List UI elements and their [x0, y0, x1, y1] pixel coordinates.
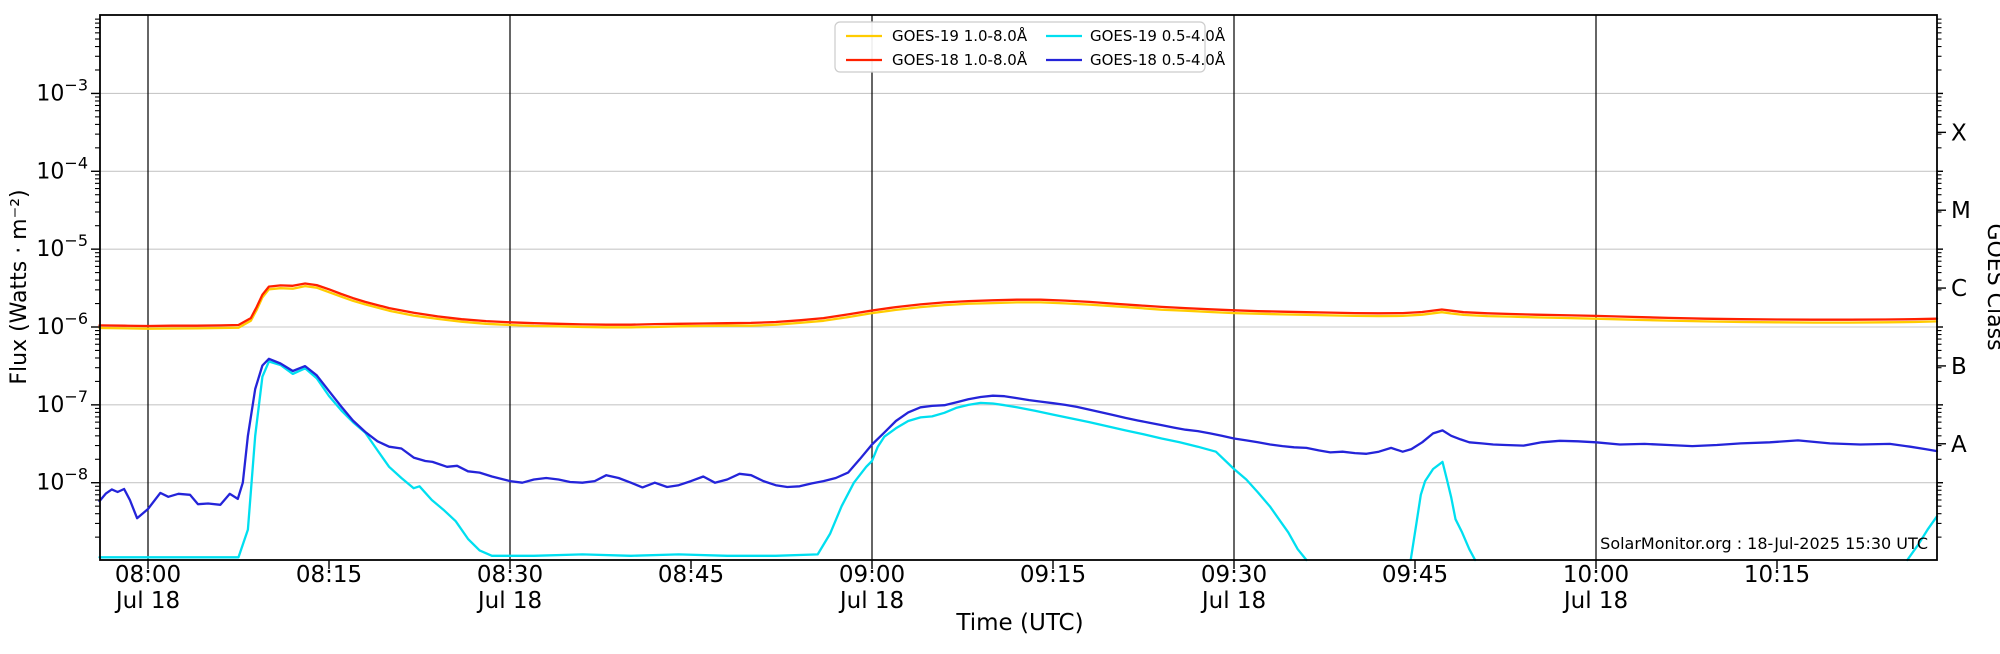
x-tick-time-label: 08:45	[658, 562, 724, 588]
x-tick-date-label: Jul 18	[1562, 588, 1628, 614]
gridlines	[100, 92, 1937, 484]
x-tick-time-label: 10:00	[1563, 562, 1629, 588]
x-tick-time-label: 08:00	[115, 562, 181, 588]
y-tick-label: 10−7	[36, 387, 88, 418]
y-axis-label-right: GOES Class	[1982, 223, 2000, 350]
series-line-goes-19-0-5-4-0-	[98, 360, 1939, 562]
flux-series-lines	[98, 282, 1939, 562]
y-tick-labels: 10−3 10−4 10−5 10−6 10−7 10−8	[36, 75, 88, 495]
watermark-text: SolarMonitor.org : 18-Jul-2025 15:30 UTC	[1600, 534, 1928, 553]
legend-entry-label: GOES-19 1.0-8.0Å	[892, 26, 1028, 45]
x-tick-time-label: 09:45	[1382, 562, 1448, 588]
y-tick-label: 10−8	[36, 465, 88, 496]
goes-class-letters: X M C B A	[1951, 120, 1971, 457]
x-tick-date-label: Jul 18	[838, 588, 904, 614]
x-tick-time-label: 09:15	[1020, 562, 1086, 588]
goes-class-letter: B	[1951, 354, 1967, 380]
series-line-goes-18-0-5-4-0-	[98, 357, 1939, 520]
axis-ticks	[91, 18, 1946, 569]
series-line-goes-19-1-0-8-0-	[98, 284, 1939, 330]
legend-entry-label: GOES-18 1.0-8.0Å	[892, 50, 1028, 69]
y-tick-label: 10−4	[36, 153, 88, 184]
legend-box	[834, 21, 1206, 73]
x-tick-date-label: Jul 18	[1200, 588, 1266, 614]
x-tick-time-label: 10:15	[1744, 562, 1810, 588]
x-tick-date-label: Jul 18	[476, 588, 542, 614]
y-tick-label: 10−6	[36, 309, 88, 340]
legend-entry-label: GOES-18 0.5-4.0Å	[1090, 50, 1226, 69]
goes-class-letter: M	[1951, 198, 1971, 224]
x-axis-label: Time (UTC)	[955, 610, 1083, 636]
x-tick-time-label: 08:30	[477, 562, 543, 588]
y-tick-label: 10−5	[36, 231, 88, 262]
series-line-goes-18-1-0-8-0-	[98, 282, 1939, 328]
y-axis-label-left: Flux (Watts · m⁻²)	[7, 189, 32, 384]
day-marker-lines	[147, 15, 1597, 560]
legend: GOES-19 1.0-8.0Å GOES-18 1.0-8.0Å GOES-19 …	[834, 21, 1226, 73]
goes-class-letter: C	[1951, 276, 1967, 302]
goes-class-letter: A	[1951, 432, 1967, 458]
x-tick-date-label: Jul 18	[114, 588, 180, 614]
x-tick-time-label: 08:15	[296, 562, 362, 588]
x-tick-time-label: 09:30	[1201, 562, 1267, 588]
goes-class-letter: X	[1951, 120, 1967, 146]
legend-entry-label: GOES-19 0.5-4.0Å	[1090, 26, 1226, 45]
x-tick-time-label: 09:00	[839, 562, 905, 588]
plot-border	[99, 14, 1938, 561]
y-tick-label: 10−3	[36, 75, 88, 106]
